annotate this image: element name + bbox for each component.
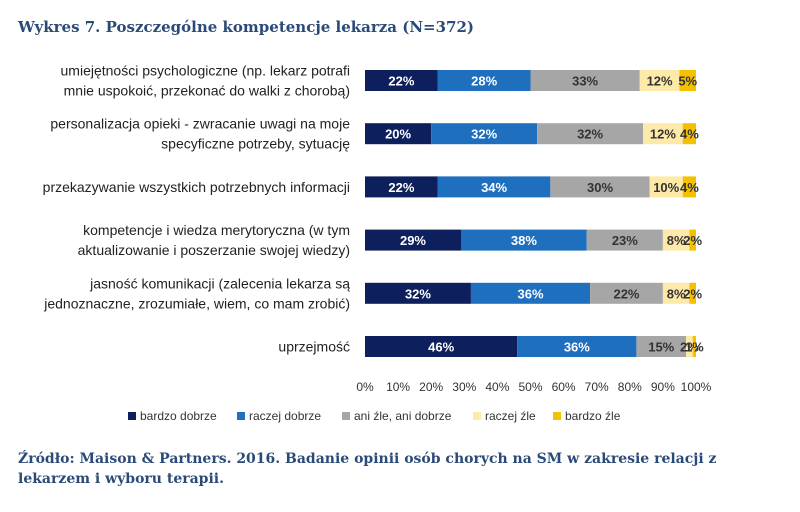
data-label: 8% xyxy=(667,286,686,301)
data-label: 4% xyxy=(680,127,699,142)
bar-segment xyxy=(689,229,696,251)
bars-group: 22% 28% 33% 12% 5% 20% 32% 32% 12% 4% 22% 34% 30% 10%… xyxy=(365,70,704,357)
bar-segment xyxy=(530,70,640,91)
category-label: przekazywanie wszystkich potrzebnych inf… xyxy=(43,179,350,195)
bar-segment xyxy=(365,176,438,198)
legend-label: ani źle, ani dobrze xyxy=(354,409,452,423)
legend-swatch xyxy=(128,412,136,420)
bar-segment xyxy=(590,282,663,304)
data-label: 1% xyxy=(685,340,704,355)
x-tick-label: 80% xyxy=(618,380,642,394)
data-label: 22% xyxy=(388,74,414,89)
bar-segment xyxy=(517,336,637,357)
x-tick-label: 0% xyxy=(356,380,374,394)
bar-segment xyxy=(437,176,551,198)
bar-segment xyxy=(686,336,693,357)
legend-label: bardzo dobrze xyxy=(140,409,217,423)
data-label: 38% xyxy=(511,233,537,248)
category-label: kompetencje i wiedza merytoryczna (w tym xyxy=(83,222,350,238)
data-label: 29% xyxy=(400,233,426,248)
chart-title: Wykres 7. Poszczególne kompetencje lekar… xyxy=(18,18,475,36)
x-tick-label: 100% xyxy=(681,380,712,394)
bar-segment xyxy=(437,70,531,91)
data-label: 34% xyxy=(481,180,507,195)
category-label: jasność komunikacji (zalecenia lekarza s… xyxy=(89,275,350,291)
stacked-bar-chart: 22% 28% 33% 12% 5% 20% 32% 32% 12% 4% 22% 34% 30% 10%… xyxy=(43,63,712,424)
legend-label: bardzo źle xyxy=(565,409,621,423)
bar-segment xyxy=(460,229,587,251)
bar-segment xyxy=(550,176,650,198)
data-label: 36% xyxy=(517,286,543,301)
data-label: 46% xyxy=(428,340,454,355)
data-label: 4% xyxy=(680,180,699,195)
category-label: personalizacja opieki - zwracanie uwagi … xyxy=(50,116,350,132)
x-tick-label: 40% xyxy=(485,380,509,394)
bar-segment xyxy=(636,336,687,357)
data-label: 28% xyxy=(471,74,497,89)
bar-segment xyxy=(679,70,696,91)
legend-swatch xyxy=(237,412,245,420)
bar-segment xyxy=(365,123,432,145)
legend: bardzo dobrze raczej dobrze ani źle, ani d… xyxy=(128,409,621,423)
bar-segment xyxy=(365,70,438,91)
source-note: Źródło: Maison & Partners. 2016. Badanie… xyxy=(18,451,717,487)
bar-segment xyxy=(662,282,690,304)
category-label: mnie uspokoić, przekonać do walki z chor… xyxy=(64,83,350,99)
data-label: 32% xyxy=(577,127,603,142)
data-label: 20% xyxy=(385,127,411,142)
x-tick-label: 20% xyxy=(419,380,443,394)
bar-segment xyxy=(537,123,644,145)
x-axis-ticks: 0% 10% 20% 30% 40% 50% 60% 70% 80% 90% 100% xyxy=(356,380,711,394)
legend-swatch xyxy=(473,412,481,420)
bar-segment xyxy=(586,229,663,251)
x-tick-label: 50% xyxy=(518,380,542,394)
category-label: umiejętności psychologiczne (np. lekarz … xyxy=(61,63,350,79)
bar-segment xyxy=(643,123,683,145)
bar-segment xyxy=(692,336,696,357)
x-tick-label: 60% xyxy=(552,380,576,394)
x-tick-label: 70% xyxy=(585,380,609,394)
data-label: 2% xyxy=(683,286,702,301)
data-label: 22% xyxy=(613,286,639,301)
data-label: 36% xyxy=(564,340,590,355)
bar-segment xyxy=(662,229,690,251)
data-label: 15% xyxy=(648,340,674,355)
category-label: jednoznaczne, zrozumiałe, wiem, co mam z… xyxy=(43,295,350,311)
data-label: 22% xyxy=(388,180,414,195)
data-label: 12% xyxy=(647,74,673,89)
data-label: 8% xyxy=(667,233,686,248)
data-label: 32% xyxy=(471,127,497,142)
data-label: 33% xyxy=(572,74,598,89)
data-label: 2% xyxy=(683,233,702,248)
data-label: 23% xyxy=(612,233,638,248)
x-tick-label: 10% xyxy=(386,380,410,394)
data-label: 10% xyxy=(653,180,679,195)
bar-segment xyxy=(689,282,696,304)
legend-label: raczej dobrze xyxy=(249,409,321,423)
category-label: aktualizowanie i poszerzanie swojej wied… xyxy=(78,242,350,258)
bar-segment xyxy=(365,229,461,251)
category-labels: umiejętności psychologiczne (np. lekarz … xyxy=(43,63,351,355)
legend-swatch xyxy=(342,412,350,420)
legend-label: raczej źle xyxy=(485,409,536,423)
bar-segment xyxy=(682,176,696,198)
bar-segment xyxy=(365,336,518,357)
bar-segment xyxy=(470,282,591,304)
bar-segment xyxy=(431,123,538,145)
data-label: 32% xyxy=(405,286,431,301)
category-label: uprzejmość xyxy=(278,339,350,355)
data-label: 5% xyxy=(678,74,697,89)
category-label: specyficzne potrzeby, sytuację xyxy=(161,136,350,152)
legend-swatch xyxy=(553,412,561,420)
bar-segment xyxy=(365,282,471,304)
x-tick-label: 90% xyxy=(651,380,675,394)
x-tick-label: 30% xyxy=(452,380,476,394)
data-label: 30% xyxy=(587,180,613,195)
bar-segment xyxy=(682,123,696,145)
data-label: 12% xyxy=(650,127,676,142)
bar-segment xyxy=(649,176,683,198)
bar-segment xyxy=(639,70,680,91)
